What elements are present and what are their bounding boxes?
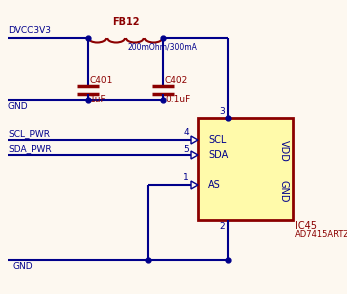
- Text: SCL_PWR: SCL_PWR: [8, 129, 50, 138]
- Text: SCL: SCL: [208, 135, 226, 145]
- Text: GND: GND: [279, 180, 289, 202]
- Text: SDA: SDA: [208, 150, 228, 160]
- Text: C402: C402: [165, 76, 188, 85]
- Text: VDD: VDD: [279, 140, 289, 162]
- Text: AD7415ARTZ-0: AD7415ARTZ-0: [295, 230, 347, 239]
- Text: 200mOhm/300mA: 200mOhm/300mA: [127, 43, 197, 52]
- Text: 1: 1: [183, 173, 189, 182]
- Text: DVCC3V3: DVCC3V3: [8, 26, 51, 35]
- Text: 0.1uF: 0.1uF: [165, 95, 190, 104]
- Text: 4: 4: [183, 128, 189, 137]
- Text: AS: AS: [208, 180, 221, 190]
- Text: FB12: FB12: [112, 17, 139, 27]
- Text: 3: 3: [219, 107, 225, 116]
- Text: IC45: IC45: [295, 221, 317, 231]
- Text: 5: 5: [183, 145, 189, 154]
- Text: SDA_PWR: SDA_PWR: [8, 144, 52, 153]
- Bar: [198, 118, 293, 220]
- Text: 1uF: 1uF: [90, 95, 107, 104]
- Text: GND: GND: [8, 102, 28, 111]
- Text: C401: C401: [90, 76, 113, 85]
- Text: GND: GND: [13, 262, 34, 271]
- Text: 2: 2: [219, 222, 225, 231]
